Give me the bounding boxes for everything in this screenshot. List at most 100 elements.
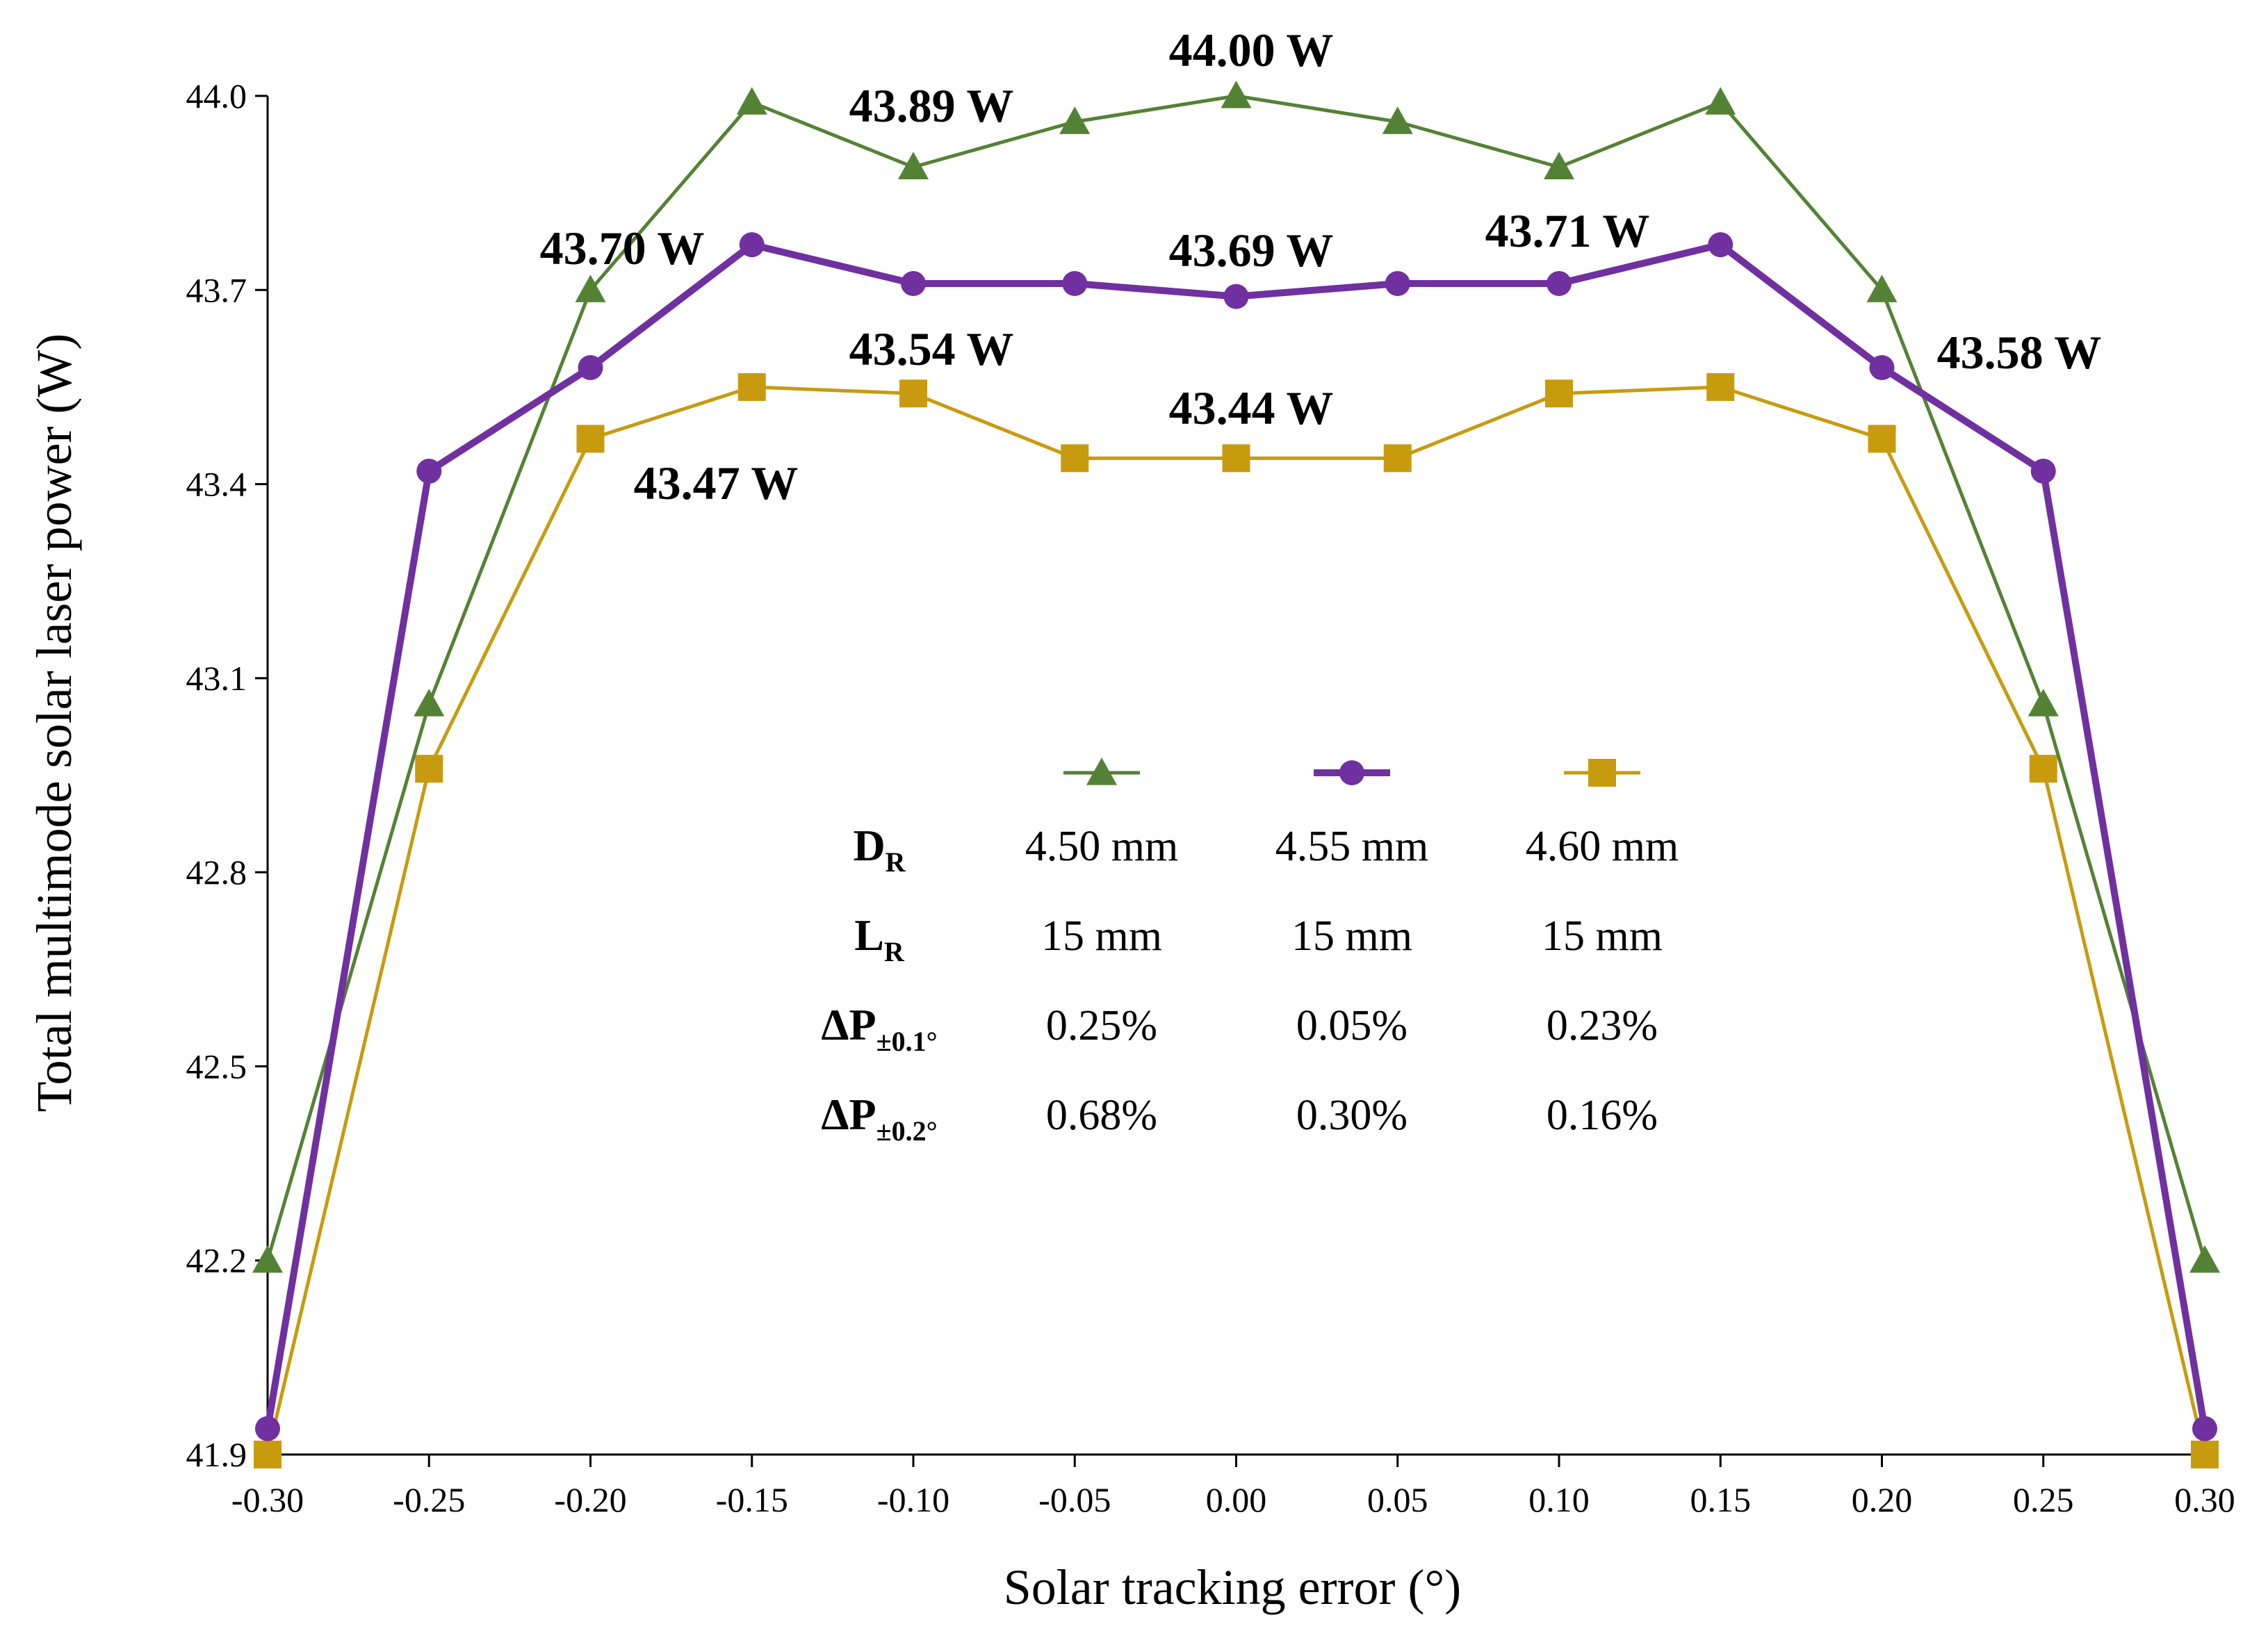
data-point <box>1382 106 1413 134</box>
legend-cell: 4.50 mm <box>1025 823 1178 870</box>
y-axis-title: Total multimode solar laser power (W) <box>26 334 82 1113</box>
x-tick-label: 0.00 <box>1206 1480 1267 1519</box>
data-point <box>1385 270 1410 296</box>
data-label: 43.70 W <box>540 222 705 275</box>
y-tick-label: 44.0 <box>186 76 247 115</box>
x-tick-label: -0.10 <box>877 1480 949 1519</box>
data-point <box>415 755 443 783</box>
legend-row-label: ΔP±0.1° <box>821 1000 937 1057</box>
legend-cell: 0.05% <box>1296 1002 1408 1049</box>
data-point <box>1383 444 1412 473</box>
data-label: 44.00 W <box>1169 24 1334 76</box>
legend-cell: 4.55 mm <box>1275 823 1428 870</box>
data-point <box>1062 270 1088 296</box>
x-tick-label: -0.15 <box>716 1480 788 1519</box>
data-point <box>576 425 605 453</box>
x-tick-label: -0.05 <box>1038 1480 1111 1519</box>
series-layer <box>252 81 2220 1468</box>
data-point <box>899 379 927 408</box>
series-square <box>254 372 2219 1468</box>
y-tick-label: 43.7 <box>186 270 247 309</box>
legend-marker <box>1339 760 1364 785</box>
legend-cell: 0.68% <box>1046 1092 1157 1139</box>
data-label: 43.89 W <box>849 79 1014 132</box>
data-point <box>575 275 606 302</box>
data-point <box>1547 270 1572 296</box>
y-tick-label: 43.4 <box>186 465 247 504</box>
legend-row-subscript: ±0.2° <box>876 1115 938 1147</box>
legend-cell: 15 mm <box>1542 912 1663 960</box>
series-line <box>266 385 2207 1455</box>
data-label: 43.71 W <box>1485 204 1650 257</box>
data-label: 43.44 W <box>1169 382 1334 434</box>
data-point <box>2030 458 2056 484</box>
x-tick-label: 0.10 <box>1528 1480 1590 1519</box>
data-point <box>1061 444 1089 473</box>
annotation-layer: 44.00 W 43.89 W 43.70 W 43.69 W 43.71 W 43.54… <box>540 24 2102 509</box>
data-label: 43.69 W <box>1169 224 1334 277</box>
data-point <box>1868 425 1896 453</box>
legend-cell: 15 mm <box>1291 912 1412 960</box>
legend-cell: 4.60 mm <box>1526 823 1679 870</box>
data-point <box>1222 444 1250 473</box>
legend-table: DR 4.50 mm 4.55 mm 4.60 mm LR 15 mm 15 mm 15 mm… <box>821 757 1679 1147</box>
legend-row-subscript: R <box>886 846 906 878</box>
data-point <box>1223 284 1249 309</box>
legend-cell: 15 mm <box>1041 912 1162 960</box>
legend-row-subscript: ±0.1° <box>876 1026 938 1057</box>
data-point <box>1869 355 1895 380</box>
data-point <box>2189 1245 2220 1273</box>
data-point <box>2028 689 2059 716</box>
data-point <box>1221 81 1252 108</box>
x-tick-label: 0.30 <box>2174 1480 2235 1519</box>
legend-cell: 0.23% <box>1547 1002 1658 1049</box>
data-point <box>252 1245 283 1273</box>
y-tick-label: 42.5 <box>186 1047 247 1086</box>
legend-row-subscript: R <box>884 936 905 967</box>
y-tick-label: 42.8 <box>186 853 247 892</box>
data-point <box>1705 87 1736 115</box>
x-tick-label: -0.25 <box>393 1480 465 1519</box>
legend-row-label: ΔP±0.2° <box>821 1090 937 1147</box>
data-point <box>898 151 929 180</box>
y-tick-label: 42.2 <box>186 1241 247 1280</box>
legend-cell: 0.16% <box>1547 1092 1658 1139</box>
data-point <box>901 270 926 296</box>
x-tick-label: -0.30 <box>231 1480 304 1519</box>
data-point <box>2192 1416 2217 1441</box>
legend-row-label: DR <box>853 821 906 878</box>
data-point <box>2029 755 2057 783</box>
data-point <box>255 1416 280 1441</box>
series-triangle <box>252 81 2220 1273</box>
data-point <box>1866 275 1898 302</box>
x-axis-title: Solar tracking error (°) <box>1004 1559 1462 1615</box>
data-point <box>736 87 767 115</box>
data-label: 43.54 W <box>849 322 1014 375</box>
data-point <box>2191 1441 2219 1468</box>
legend-row-symbol: L <box>854 910 884 960</box>
data-point <box>739 232 765 258</box>
legend-row-symbol: ΔP <box>821 1000 876 1049</box>
data-point <box>254 1441 282 1468</box>
data-label: 43.47 W <box>634 457 799 509</box>
legend-cell: 0.30% <box>1296 1092 1408 1139</box>
data-point <box>1706 372 1735 401</box>
data-point <box>1708 232 1733 258</box>
data-point <box>416 458 442 484</box>
series-circle <box>255 232 2217 1441</box>
x-tick-label: 0.20 <box>1852 1480 1913 1519</box>
data-point <box>737 372 766 401</box>
data-label: 43.58 W <box>1937 326 2102 379</box>
y-tick-label: 43.1 <box>186 659 247 698</box>
axes: 41.9 42.2 42.5 42.8 43.1 43.4 43.7 44.0 -0.30 -0.… <box>186 76 2235 1519</box>
x-tick-label: -0.20 <box>554 1480 626 1519</box>
data-point <box>414 689 445 716</box>
data-point <box>1545 379 1573 408</box>
legend-row-symbol: ΔP <box>821 1090 876 1139</box>
y-tick-label: 41.9 <box>186 1435 247 1474</box>
data-point <box>578 355 603 380</box>
legend-marker <box>1086 757 1117 785</box>
x-tick-label: 0.15 <box>1690 1480 1752 1519</box>
legend-marker <box>1588 759 1616 787</box>
